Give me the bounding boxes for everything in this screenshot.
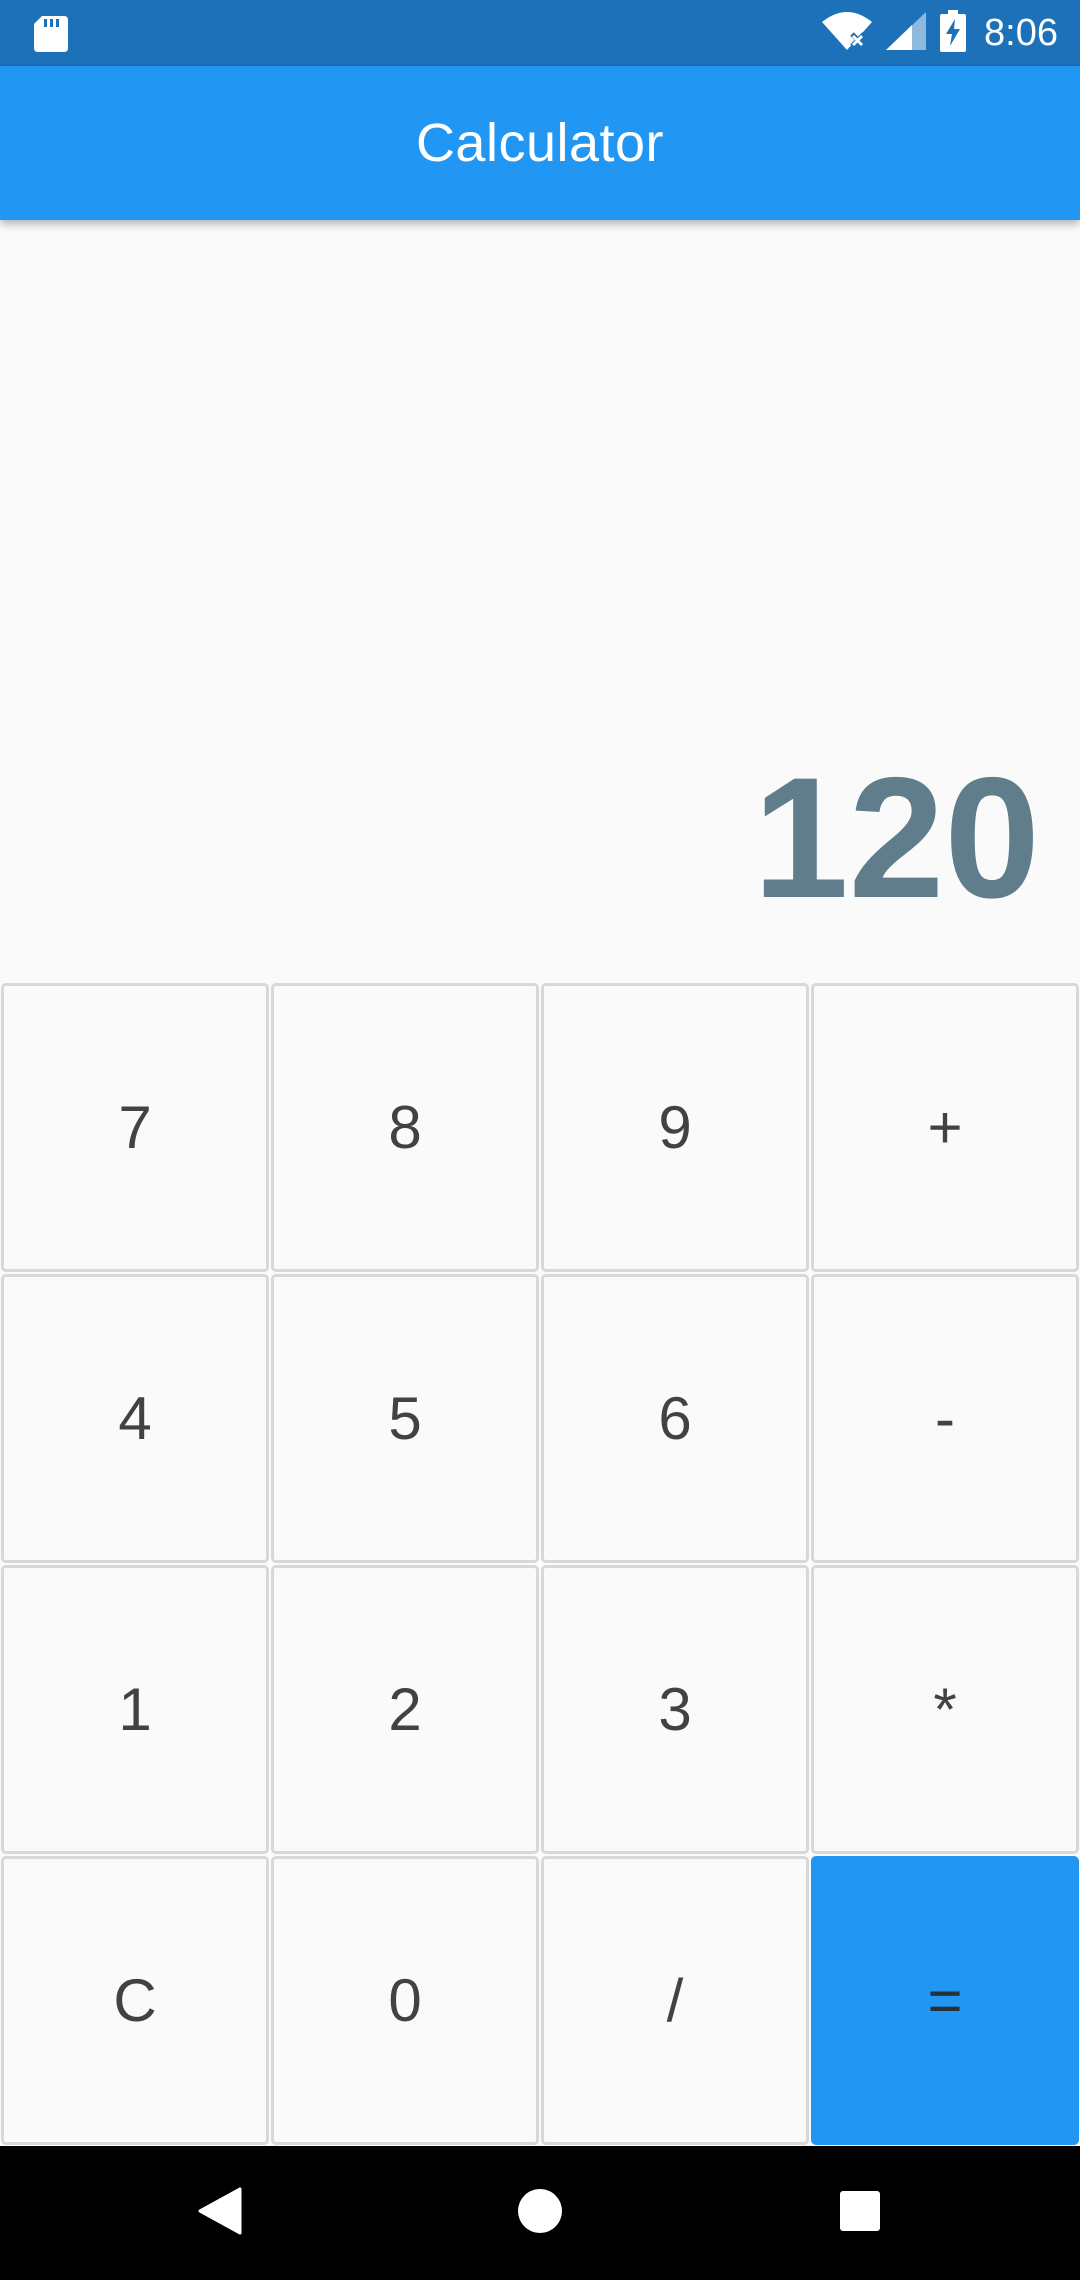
navigation-bar: [0, 2146, 1080, 2280]
home-icon: [516, 2187, 564, 2240]
recents-button[interactable]: [780, 2146, 940, 2280]
key-equals[interactable]: =: [811, 1856, 1079, 2145]
key-5[interactable]: 5: [271, 1274, 539, 1563]
key-1[interactable]: 1: [1, 1565, 269, 1854]
key-2[interactable]: 2: [271, 1565, 539, 1854]
keypad: 7 8 9 + 4 5 6 - 1 2 3 * C 0 / =: [0, 982, 1080, 2146]
battery-charging-icon: [940, 9, 967, 57]
key-7[interactable]: 7: [1, 983, 269, 1272]
key-clear[interactable]: C: [1, 1856, 269, 2145]
key-minus[interactable]: -: [811, 1274, 1079, 1563]
status-bar: 8:06: [0, 0, 1080, 66]
sd-card-icon: [34, 16, 68, 57]
result-display: 120: [0, 220, 1080, 982]
key-9[interactable]: 9: [541, 983, 809, 1272]
key-3[interactable]: 3: [541, 1565, 809, 1854]
key-0[interactable]: 0: [271, 1856, 539, 2145]
display-value: 120: [753, 742, 1040, 934]
key-6[interactable]: 6: [541, 1274, 809, 1563]
wifi-icon: [822, 11, 873, 55]
back-icon: [198, 2187, 242, 2240]
status-time: 8:06: [984, 11, 1058, 54]
key-plus[interactable]: +: [811, 983, 1079, 1272]
back-button[interactable]: [140, 2146, 300, 2280]
key-4[interactable]: 4: [1, 1274, 269, 1563]
recents-icon: [839, 2190, 881, 2237]
key-divide[interactable]: /: [541, 1856, 809, 2145]
app-bar: Calculator: [0, 66, 1080, 220]
home-button[interactable]: [460, 2146, 620, 2280]
app-title: Calculator: [415, 113, 665, 173]
cellular-signal-icon: [886, 11, 927, 55]
key-multiply[interactable]: *: [811, 1565, 1079, 1854]
key-8[interactable]: 8: [271, 983, 539, 1272]
